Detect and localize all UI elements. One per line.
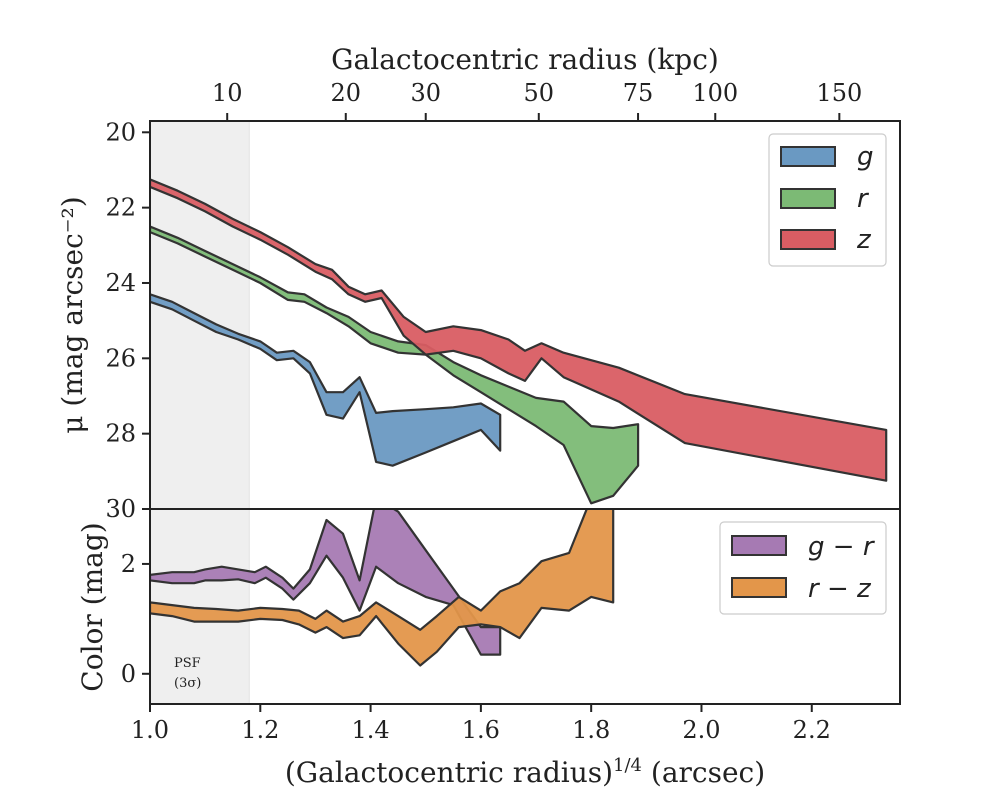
band-g [150,293,502,467]
y-tick-label-top: 24 [105,269,136,297]
y-tick-label-top: 28 [105,420,136,448]
top-axis-tick-label: 50 [524,79,555,107]
legend-label-r: r [857,184,870,214]
y-tick-label-bottom: 2 [121,550,136,578]
legend-swatch-r-z [731,577,787,598]
band-r [150,225,640,505]
band-rz [150,509,615,667]
legend-top: g r z [768,133,887,267]
bottom-panel-frame [149,508,901,705]
x-tick-label: 1.2 [241,716,279,744]
x-tick-label: 1.8 [572,716,610,744]
legend-swatch-g [780,146,836,167]
legend-swatch-g-r [731,535,787,556]
bottom-panel-series [150,509,615,667]
y-tick-label-top: 26 [105,344,136,372]
top-axis-tick-label: 100 [692,79,738,107]
y-tick-label-bottom: 0 [121,660,136,688]
top-axis-tick-label: 30 [410,79,441,107]
y-tick-label-top: 20 [105,118,136,146]
legend-label-r-z: r − z [808,574,872,604]
top-axis-tick-label: 10 [212,79,243,107]
x-tick-label: 1.4 [352,716,390,744]
top-panel-series [150,121,888,704]
legend-swatch-r [780,188,836,209]
legend-label-g: g [857,142,874,172]
legend-label-z: z [856,225,872,255]
psf-annotation-line2: (3σ) [174,676,201,691]
y-tick-label-top: 22 [105,194,136,222]
band-gr [150,509,502,656]
y-axis-label-bottom: Color (mag) [76,522,109,691]
top-axis-label: Galactocentric radius (kpc) [331,43,719,76]
top-axis-tick-label: 150 [816,79,862,107]
x-tick-label: 1.0 [131,716,169,744]
y-axis-label-top: μ (mag arcsec⁻²) [56,196,89,433]
x-tick-label: 1.6 [462,716,500,744]
psf-annotation-line1: PSF [174,656,201,671]
legend-label-g-r: g − r [808,532,876,562]
x-tick-label: 2.0 [682,716,720,744]
legend-swatch-z [780,229,836,250]
top-axis-tick-label: 75 [623,79,654,107]
x-axis-label: (Galactocentric radius)1/4 (arcsec) [285,755,765,789]
y-tick-label-top: 30 [105,495,136,523]
band-z [150,178,888,482]
axis-ticks: 20 22 24 26 28 30 0 2 1.0 1.2 1.4 1.6 1.8 2.0 2.2 10 20 3… [105,79,862,744]
legend-bottom: g − r r − z [719,521,887,615]
x-tick-label: 2.2 [793,716,831,744]
top-axis-tick-label: 20 [330,79,361,107]
